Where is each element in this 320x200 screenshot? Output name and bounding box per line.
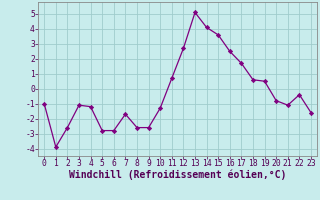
X-axis label: Windchill (Refroidissement éolien,°C): Windchill (Refroidissement éolien,°C) (69, 170, 286, 180)
